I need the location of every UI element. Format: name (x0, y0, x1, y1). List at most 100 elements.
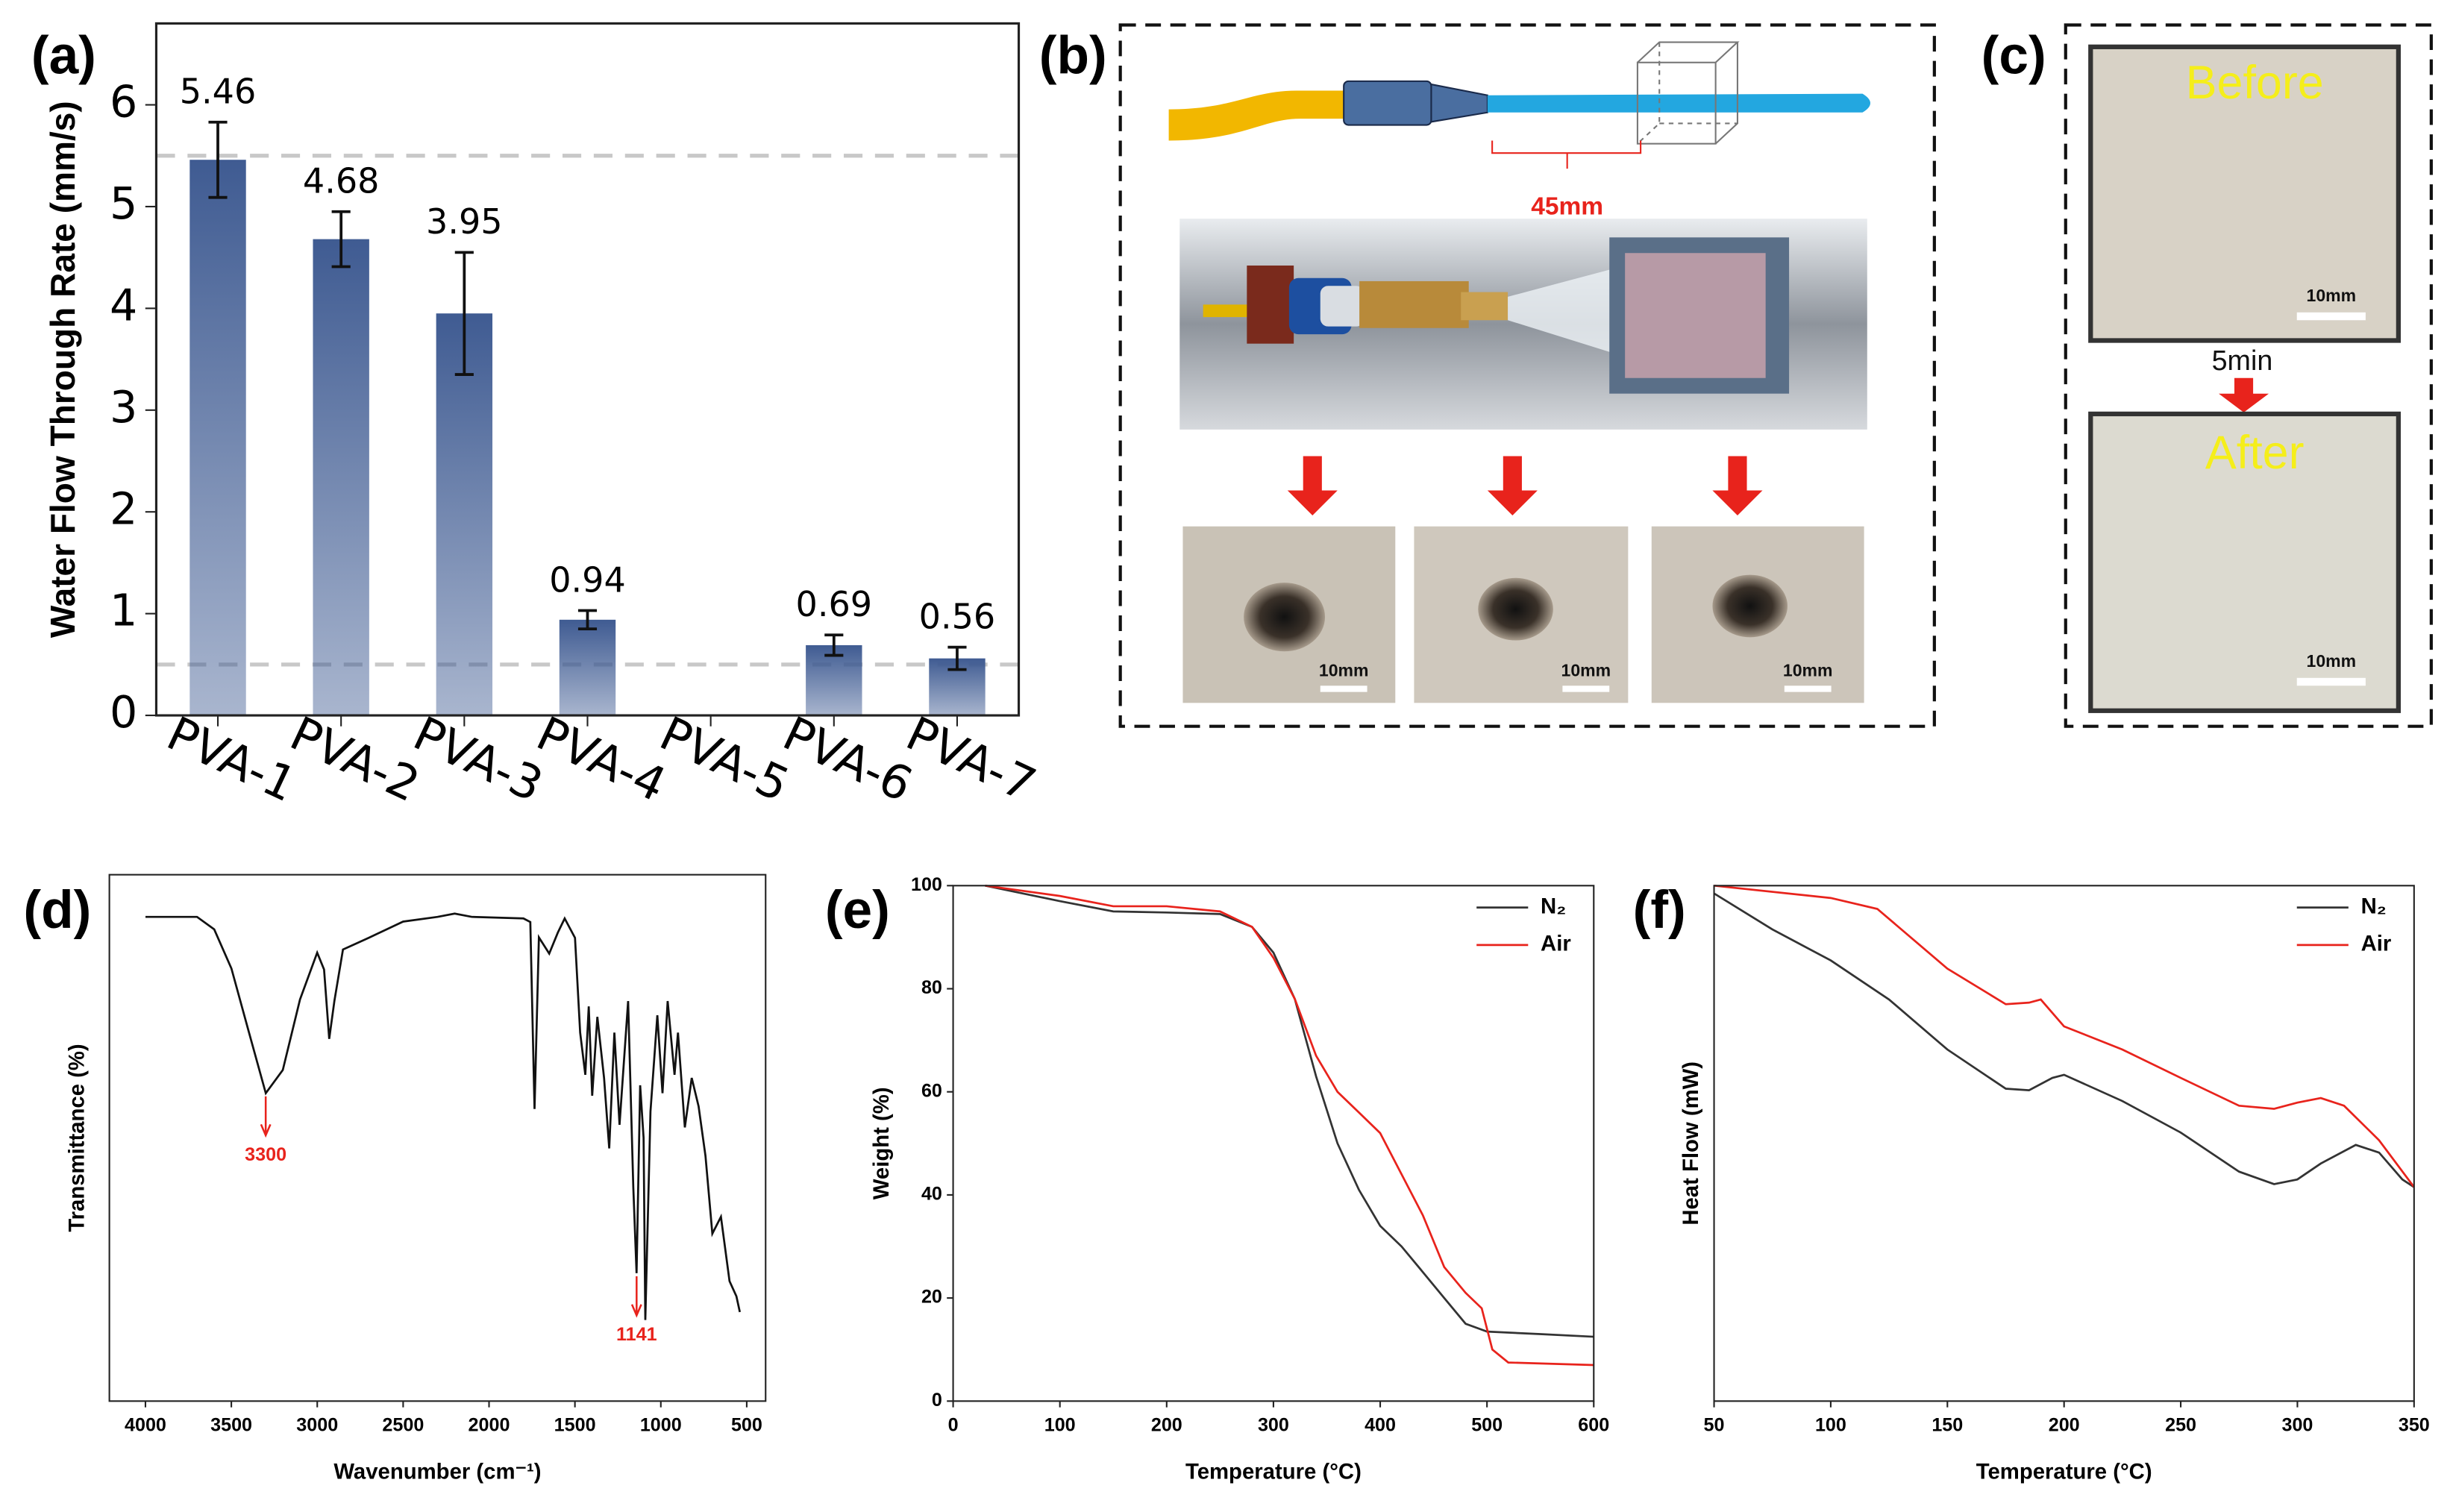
scale-bar-label: 10mm (1561, 661, 1611, 680)
panel-label: (a) (31, 26, 96, 85)
x-tick-label: 0 (948, 1414, 959, 1435)
nozzle (1343, 80, 1432, 126)
x-tick-label: 100 (1044, 1414, 1076, 1435)
x-tick-label: 1500 (554, 1414, 596, 1435)
error-bar (454, 251, 474, 376)
line (985, 884, 1594, 1367)
arrow (2219, 377, 2269, 412)
annotation: 1141 (616, 1324, 657, 1345)
y-tick-label: 5 (110, 178, 137, 229)
sample-cube (1636, 41, 1740, 145)
panel-label: (d) (23, 881, 91, 940)
legend-label: Air (1541, 932, 1571, 956)
scale-bar-label: 10mm (2307, 651, 2357, 671)
y-axis-label: Weight (%) (869, 1087, 894, 1199)
scale-bar (2296, 677, 2366, 686)
line (145, 912, 742, 1320)
x-tick-label: 500 (1471, 1414, 1503, 1435)
x-tick-label: PVA-1 (159, 706, 304, 813)
value-label: 3.95 (426, 201, 503, 242)
y-tick-label: 1 (110, 586, 137, 636)
bar (189, 160, 246, 716)
x-tick-label: 600 (1578, 1414, 1609, 1435)
value-label: 4.68 (303, 161, 380, 201)
time-label: 5min (2212, 345, 2273, 376)
error-bar (577, 609, 598, 630)
plot-frame (1713, 885, 2415, 1402)
value-label: 0.56 (919, 596, 996, 636)
plot-frame (108, 873, 767, 1402)
result-photos (1182, 526, 1864, 703)
panel-c: (c) Before 10mm 5min After 10mm (1981, 23, 2433, 728)
x-tick-label: 200 (1151, 1414, 1182, 1435)
y-axis-label: Transmittance (%) (64, 1044, 89, 1232)
line (1713, 892, 2415, 1188)
x-tick-label: PVA-6 (775, 706, 921, 813)
x-tick-label: 50 (1704, 1414, 1725, 1435)
x-tick-label: 2500 (382, 1414, 424, 1435)
y-tick-label: 20 (921, 1287, 942, 1308)
y-axis-label: Heat Flow (mW) (1679, 1061, 1703, 1226)
x-tick-label: PVA-7 (898, 706, 1044, 813)
x-tick-label: PVA-2 (282, 706, 427, 813)
plot-frame (952, 885, 1595, 1402)
error-bar (208, 120, 228, 199)
y-tick-label: 80 (921, 977, 942, 998)
panel-b: (b) 45mm (1039, 23, 1936, 728)
scale-bar-label: 10mm (2307, 286, 2357, 305)
error-bar (947, 645, 967, 671)
annotation: 3300 (245, 1144, 286, 1165)
x-tick-label: PVA-3 (405, 706, 551, 813)
x-tick-label: PVA-5 (652, 706, 798, 813)
y-tick-label: 100 (911, 874, 942, 895)
setup-photo (1179, 219, 1867, 430)
bar (806, 644, 862, 716)
y-tick-label: 6 (110, 77, 137, 128)
after-photo (2088, 411, 2402, 713)
y-tick-label: 4 (110, 280, 137, 330)
annotation-arrow (260, 1096, 272, 1138)
panel-border (2064, 23, 2433, 728)
x-tick-label: 150 (1932, 1414, 1963, 1435)
legend-label: Air (2361, 932, 2392, 956)
value-label: 0.69 (796, 584, 873, 624)
panel-border (1118, 23, 1936, 728)
annotation-arrow (630, 1276, 642, 1318)
panel-label: (c) (1981, 26, 2046, 85)
x-tick-label: 300 (2281, 1414, 2313, 1435)
x-tick-label: PVA-4 (529, 706, 674, 813)
legend-label: N₂ (1541, 894, 1566, 918)
distance-label: 45mm (1531, 192, 1603, 220)
x-tick-label: 200 (2049, 1414, 2080, 1435)
x-axis-label: Wavenumber (cm⁻¹) (333, 1459, 541, 1484)
x-tick-label: 4000 (125, 1414, 166, 1435)
water-jet (1487, 93, 1870, 113)
legend-label: N₂ (2361, 894, 2387, 918)
x-tick-label: 250 (2165, 1414, 2196, 1435)
bar (313, 239, 369, 716)
value-label: 5.46 (180, 72, 257, 112)
y-tick-label: 2 (110, 483, 137, 534)
after-label: After (2205, 427, 2305, 479)
error-bar (824, 633, 844, 657)
x-tick-label: 2000 (469, 1414, 510, 1435)
error-bar (331, 210, 351, 269)
line (985, 884, 1594, 1338)
x-tick-label: 3500 (210, 1414, 252, 1435)
x-tick-label: 500 (731, 1414, 762, 1435)
bar (436, 313, 493, 716)
before-photo (2088, 44, 2402, 343)
x-tick-label: 100 (1815, 1414, 1846, 1435)
distance-bracket (1491, 140, 1642, 169)
scale-bar-label: 10mm (1783, 661, 1833, 680)
x-tick-label: 1000 (640, 1414, 682, 1435)
x-axis-label: Temperature (°C) (1976, 1459, 2152, 1484)
plot-frame (154, 22, 1021, 717)
value-label: 0.94 (549, 559, 626, 600)
before-label: Before (2186, 57, 2324, 109)
bar (559, 619, 616, 716)
line (1714, 884, 2415, 1188)
panel-label: (b) (1039, 26, 1107, 85)
